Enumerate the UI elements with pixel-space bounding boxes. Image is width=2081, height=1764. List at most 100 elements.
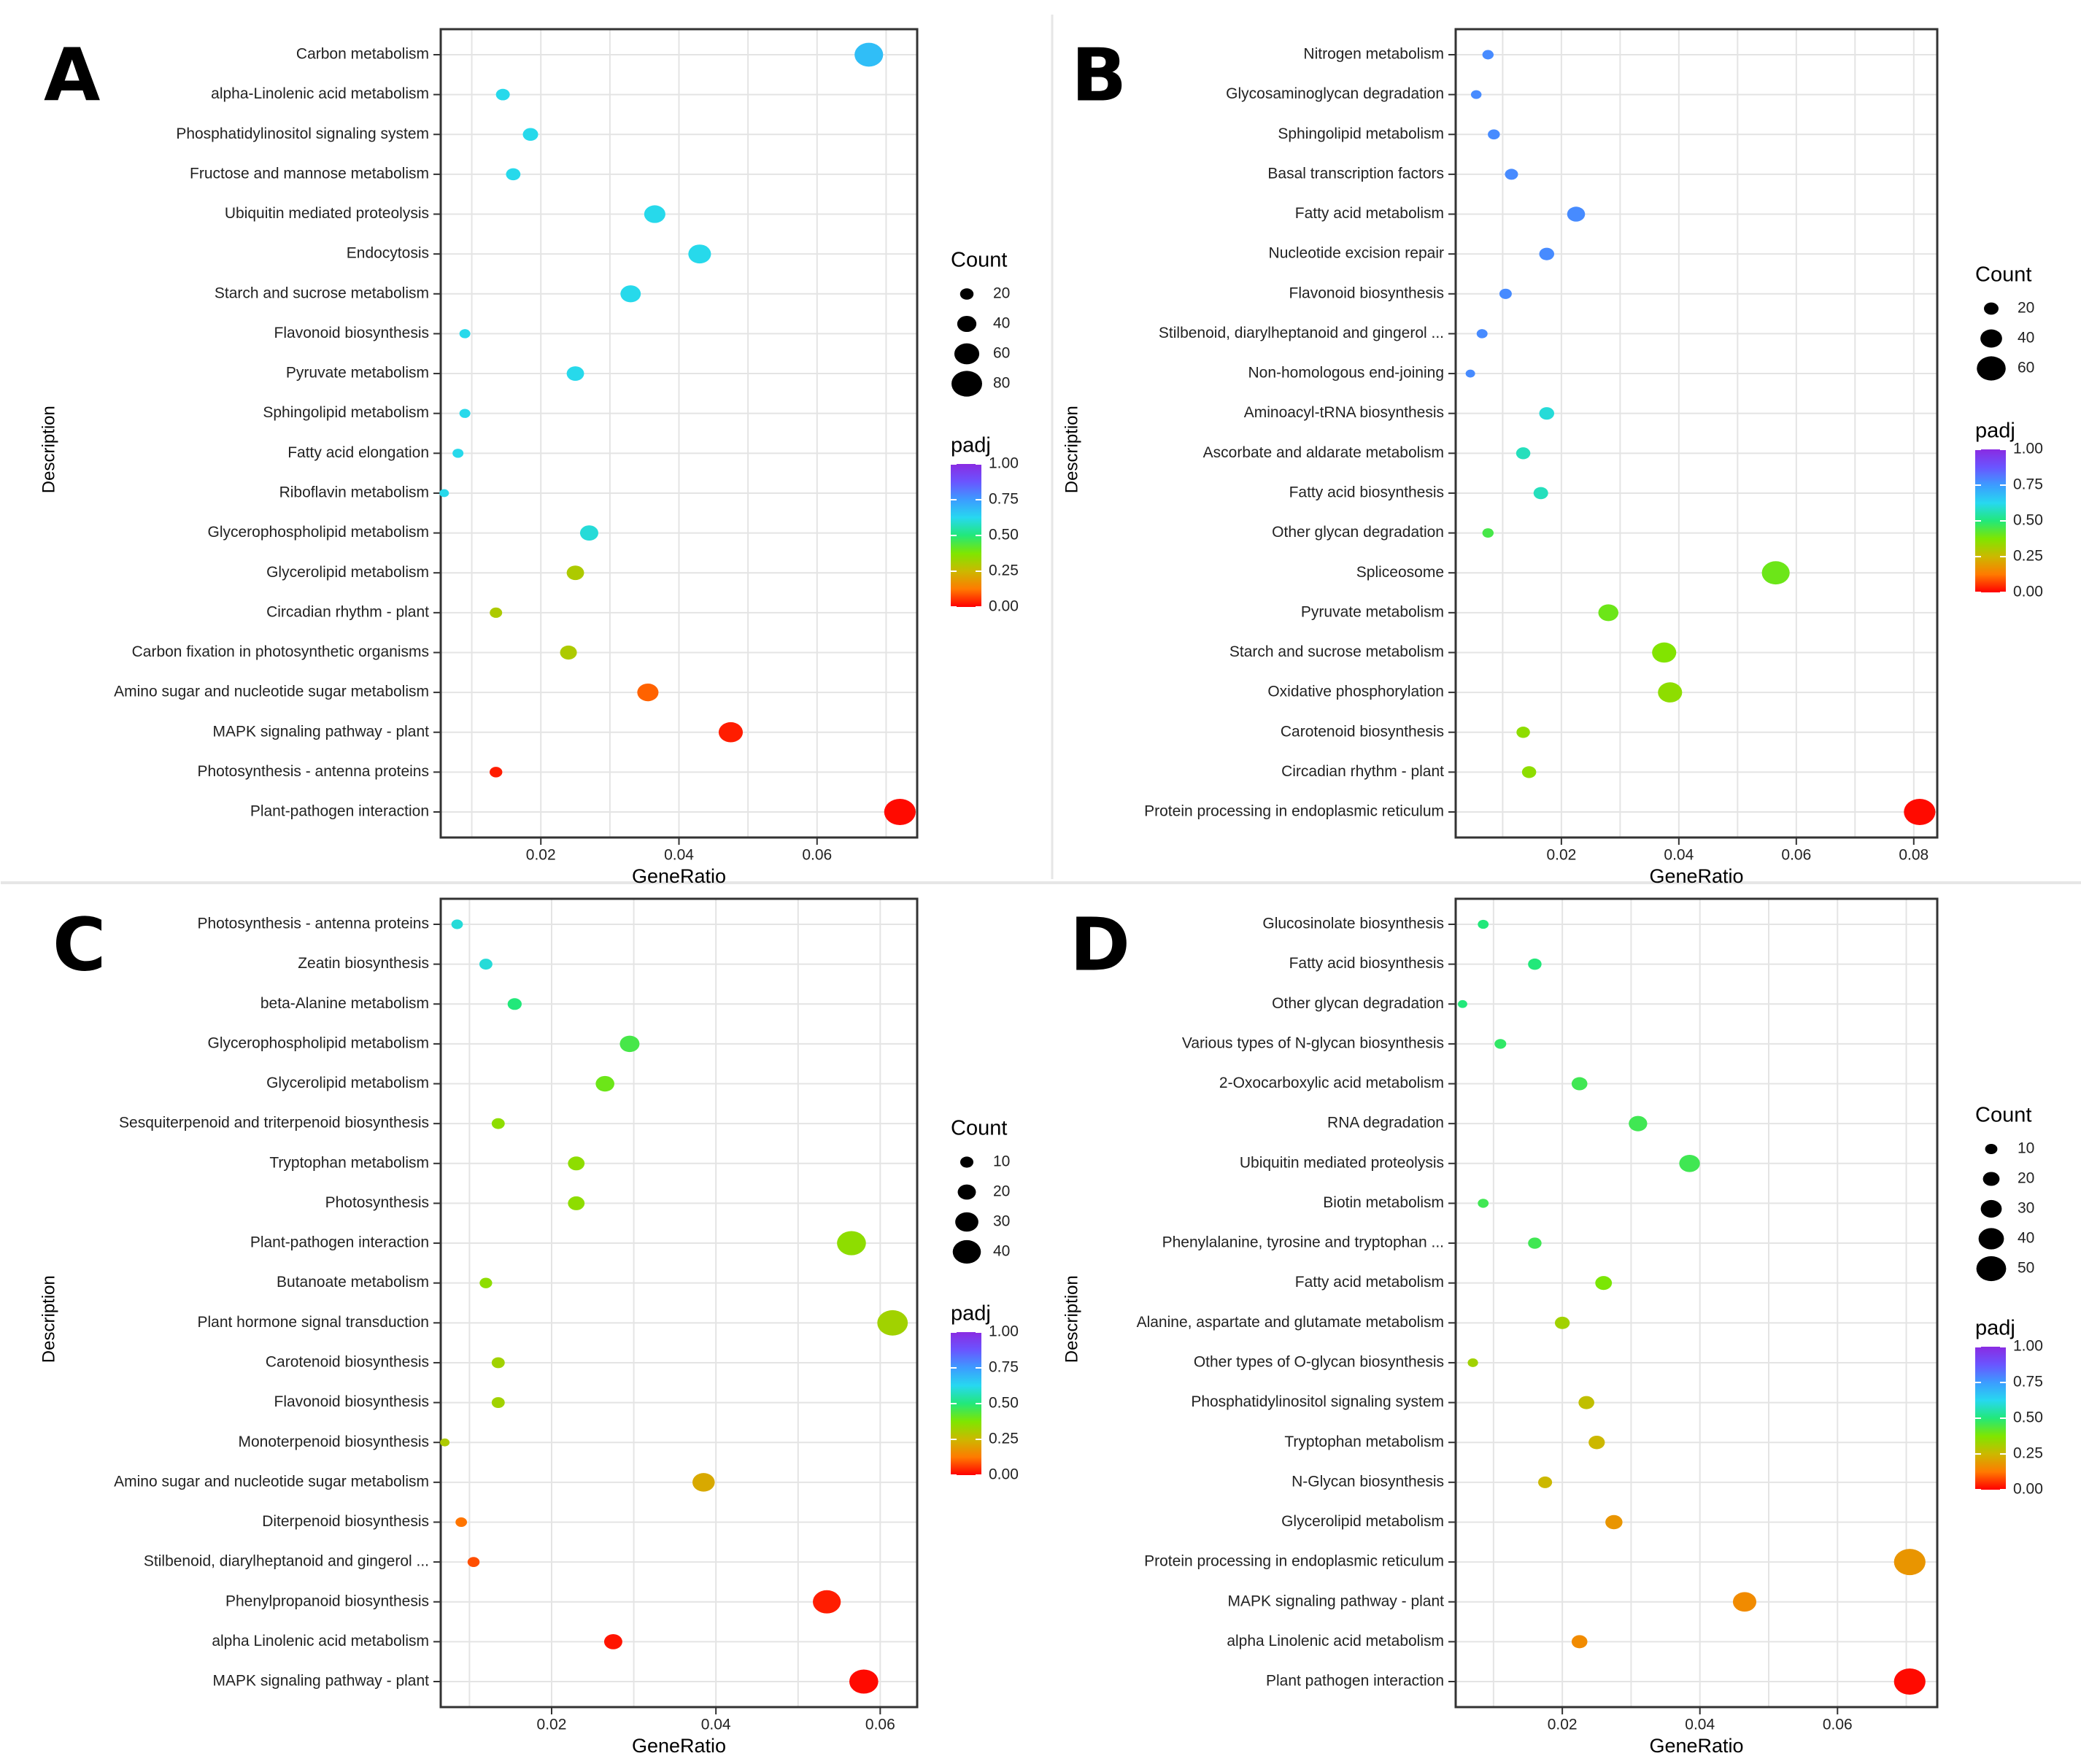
y-tick-label: Spliceosome: [1356, 564, 1444, 581]
plot-area: [441, 899, 917, 1707]
y-tick-label: Flavonoid biosynthesis: [274, 1393, 429, 1410]
y-tick-label: MAPK signaling pathway - plant: [213, 1673, 430, 1690]
data-point: [459, 329, 471, 339]
data-point: [1538, 1476, 1553, 1488]
y-tick-label: Glycerolipid metabolism: [266, 564, 429, 581]
x-axis-title: GeneRatio: [632, 1735, 726, 1757]
y-tick-label: Endocytosis: [347, 245, 429, 262]
data-point: [718, 722, 744, 743]
y-tick-label: Circadian rhythm - plant: [266, 603, 429, 620]
data-point: [1893, 1549, 1926, 1576]
y-tick-label: Fatty acid elongation: [287, 444, 429, 461]
x-tick-label: 0.06: [1781, 847, 1811, 864]
size-legend-label: 40: [993, 1243, 1010, 1260]
data-point: [451, 919, 463, 929]
size-legend-key: [1977, 356, 2006, 381]
color-bar-label: 0.25: [2013, 548, 2043, 565]
data-point: [1652, 642, 1677, 663]
panel-letter: C: [53, 902, 106, 987]
data-point: [1482, 50, 1494, 60]
x-tick-label: 0.06: [802, 847, 832, 864]
y-tick-label: Diterpenoid biosynthesis: [262, 1513, 429, 1530]
size-legend-key: [954, 343, 980, 365]
data-point: [479, 959, 493, 970]
data-point: [1533, 487, 1548, 500]
size-legend-label: 40: [993, 315, 1010, 332]
y-tick-label: Pyruvate metabolism: [286, 365, 429, 382]
size-legend-key: [1980, 329, 2002, 348]
size-legend-label: 20: [993, 1183, 1010, 1200]
y-tick-label: Alanine, aspartate and glutamate metabol…: [1137, 1314, 1444, 1331]
color-bar-label: 1.00: [989, 455, 1019, 472]
color-legend-title: padj: [1975, 419, 2015, 443]
data-point: [1499, 288, 1512, 299]
data-point: [1478, 1199, 1489, 1208]
data-point: [491, 1357, 505, 1369]
y-tick-label: Plant-pathogen interaction: [250, 803, 429, 820]
data-point: [620, 285, 641, 303]
y-tick-label: Phosphatidylinositol signaling system: [176, 125, 429, 142]
size-legend-key: [1984, 302, 1999, 315]
color-bar-label: 1.00: [989, 1323, 1019, 1340]
data-point: [1658, 682, 1683, 703]
y-tick-label: Flavonoid biosynthesis: [1289, 285, 1444, 301]
y-tick-label: Amino sugar and nucleotide sugar metabol…: [114, 684, 429, 700]
y-tick-label: Zeatin biosynthesis: [298, 955, 429, 972]
color-legend-title: padj: [951, 434, 991, 457]
y-tick-label: Fatty acid metabolism: [1295, 1274, 1444, 1291]
size-legend-key: [957, 315, 977, 333]
size-legend-key: [960, 1156, 974, 1168]
data-point: [1482, 528, 1494, 538]
x-tick-label: 0.04: [1664, 847, 1694, 864]
y-tick-label: Pyruvate metabolism: [1301, 603, 1444, 620]
y-tick-label: Glucosinolate biosynthesis: [1262, 916, 1444, 932]
y-tick-label: Photosynthesis - antenna proteins: [197, 763, 429, 780]
y-tick-label: Biotin metabolism: [1323, 1194, 1444, 1211]
y-tick-label: Phosphatidylinositol signaling system: [1191, 1393, 1444, 1410]
data-point: [568, 1156, 585, 1171]
y-tick-label: Stilbenoid, diarylheptanoid and gingerol…: [1159, 325, 1444, 341]
y-tick-label: Flavonoid biosynthesis: [274, 325, 429, 341]
panel-d: D Glucosinolate biosynthesis Fatty acid bi…: [1062, 897, 2043, 1757]
y-tick-label: beta-Alanine metabolism: [260, 995, 429, 1012]
data-point: [1528, 958, 1542, 970]
size-legend-key: [957, 1184, 976, 1200]
size-legend-title: Count: [951, 249, 1007, 272]
y-tick-label: Various types of N-glycan biosynthesis: [1182, 1034, 1444, 1051]
panel-letter: B: [1071, 32, 1127, 117]
data-point: [1588, 1435, 1605, 1450]
y-tick-label: RNA degradation: [1327, 1115, 1444, 1131]
y-tick-label: Carotenoid biosynthesis: [1281, 723, 1444, 740]
size-legend-key: [1978, 1228, 2004, 1250]
y-tick-label: Protein processing in endoplasmic reticu…: [1144, 1553, 1444, 1570]
y-tick-label: Ascorbate and aldarate metabolism: [1203, 444, 1444, 461]
data-point: [1457, 999, 1467, 1008]
y-tick-label: Fatty acid biosynthesis: [1289, 484, 1444, 500]
size-legend-label: 60: [2018, 360, 2034, 376]
y-tick-label: Carbon fixation in photosynthetic organi…: [132, 643, 429, 660]
y-tick-label: Glycerophospholipid metabolism: [208, 524, 430, 541]
size-legend-label: 30: [993, 1213, 1010, 1230]
plot-border: [1454, 897, 1939, 1709]
color-bar-label: 0.00: [2013, 1481, 2043, 1498]
data-point: [837, 1231, 866, 1256]
y-tick-label: alpha Linolenic acid metabolism: [212, 1633, 429, 1649]
y-tick-label: Glycerolipid metabolism: [1281, 1513, 1444, 1530]
x-tick-label: 0.04: [701, 1717, 731, 1733]
color-legend-title: padj: [951, 1302, 991, 1326]
size-legend-title: Count: [951, 1117, 1007, 1140]
y-tick-label: alpha Linolenic acid metabolism: [1227, 1633, 1444, 1649]
size-legend-label: 10: [2018, 1140, 2034, 1157]
x-tick-label: 0.06: [1823, 1717, 1853, 1733]
data-point: [439, 489, 449, 498]
data-point: [467, 1557, 480, 1567]
data-point: [495, 88, 510, 101]
y-tick-label: Nitrogen metabolism: [1303, 46, 1444, 63]
x-tick-label: 0.02: [1546, 847, 1576, 864]
color-bar-label: 0.25: [989, 562, 1019, 579]
data-point: [644, 205, 665, 223]
data-point: [1516, 727, 1530, 738]
color-bar-label: 0.25: [989, 1431, 1019, 1447]
y-tick-label: MAPK signaling pathway - plant: [213, 723, 430, 740]
y-tick-label: Sphingolipid metabolism: [1278, 125, 1444, 142]
